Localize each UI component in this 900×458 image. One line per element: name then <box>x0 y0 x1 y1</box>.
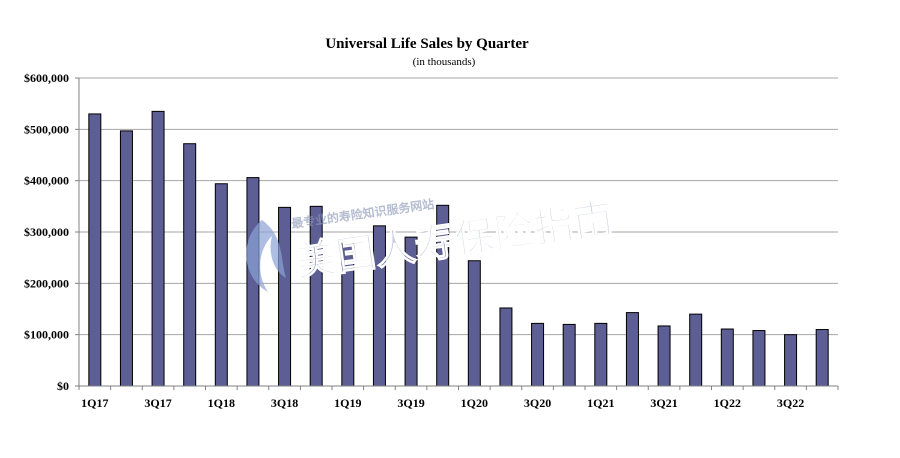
chart-title: Universal Life Sales by Quarter <box>325 36 529 52</box>
bar-4Q18 <box>309 205 323 387</box>
bar-3Q22 <box>784 334 798 387</box>
x-tick-label: 3Q17 <box>144 396 171 410</box>
bar-4Q22 <box>815 329 829 387</box>
bar-3Q18 <box>278 206 292 387</box>
bar-2Q21 <box>625 312 639 387</box>
watermark: 最专业的寿险知识服务网站 美国人寿保险指南 <box>246 195 617 292</box>
x-tick-label: 3Q18 <box>271 396 298 410</box>
bar-1Q20 <box>467 260 481 387</box>
y-tick-labels: $0 $100,000 $200,000 $300,000 $400,000 $500,0… <box>24 71 69 393</box>
x-tick-label: 1Q20 <box>461 396 488 410</box>
x-tick-label: 3Q21 <box>650 396 677 410</box>
bar-1Q17 <box>88 113 102 387</box>
bar-3Q17 <box>151 110 165 387</box>
watermark-flame-logo <box>246 220 286 292</box>
x-tick-label: 1Q17 <box>81 396 108 410</box>
x-tick-label: 1Q18 <box>208 396 235 410</box>
y-tick-label: $0 <box>57 379 69 393</box>
bar-4Q17 <box>183 143 197 387</box>
bar-4Q21 <box>689 313 703 387</box>
x-tick-label: 3Q20 <box>524 396 551 410</box>
bar-4Q20 <box>562 323 576 387</box>
x-tick-labels: 1Q17 3Q17 1Q18 3Q18 1Q19 3Q19 1Q20 3Q20 1Q21 3Q21… <box>81 396 804 410</box>
bar-3Q21 <box>657 325 671 387</box>
y-tick-label: $100,000 <box>24 328 69 342</box>
bar-1Q18 <box>214 183 228 387</box>
bar-2Q22 <box>752 330 766 387</box>
y-tick-label: $300,000 <box>24 225 69 239</box>
y-tick-label: $500,000 <box>24 122 69 136</box>
x-tick-label: 1Q21 <box>587 396 614 410</box>
bar-1Q22 <box>720 328 734 387</box>
x-tick-label: 1Q19 <box>334 396 361 410</box>
bar-2Q20 <box>499 307 513 387</box>
bar-3Q20 <box>531 322 545 387</box>
x-tick-label: 3Q19 <box>397 396 424 410</box>
gridlines <box>79 77 838 336</box>
x-tick-label: 1Q22 <box>714 396 741 410</box>
bar-1Q21 <box>594 322 608 387</box>
y-tick-label: $200,000 <box>24 276 69 290</box>
y-tick-label: $600,000 <box>24 71 69 85</box>
axes <box>75 77 839 390</box>
x-tick-label: 3Q22 <box>777 396 804 410</box>
bar-2Q17 <box>119 130 133 387</box>
chart-subtitle: (in thousands) <box>413 56 476 68</box>
y-tick-label: $400,000 <box>24 174 69 188</box>
